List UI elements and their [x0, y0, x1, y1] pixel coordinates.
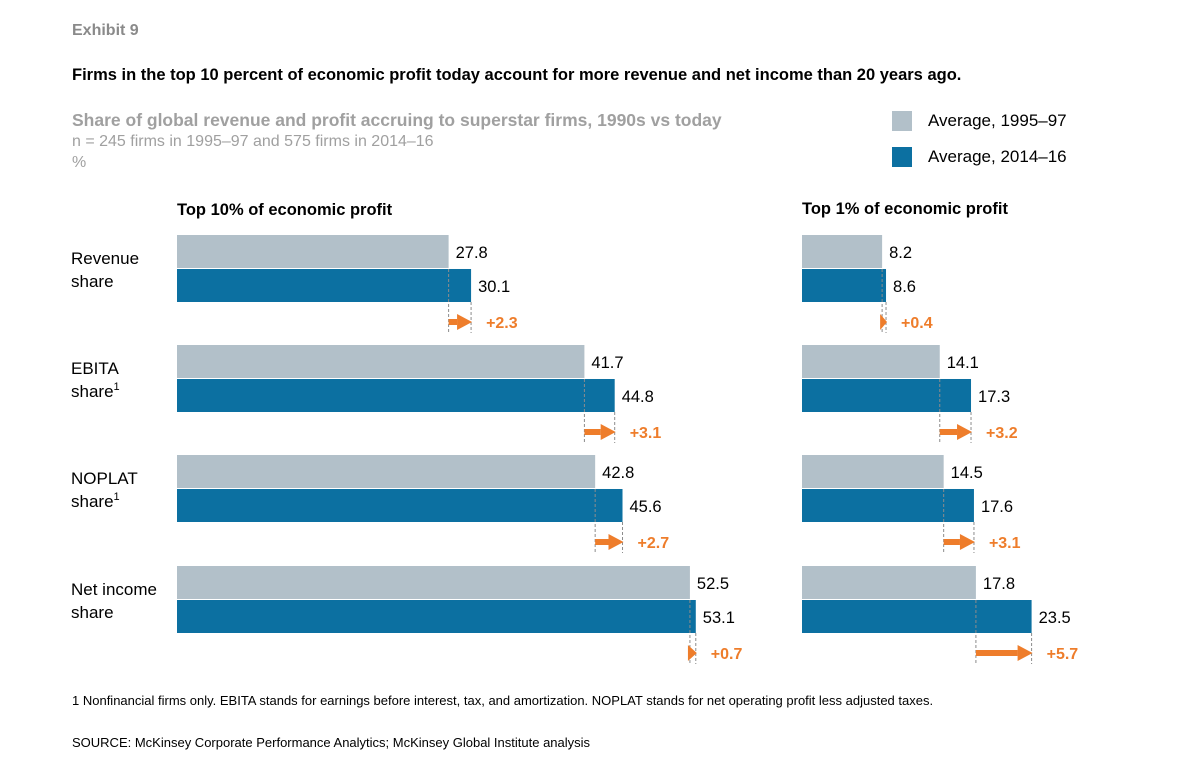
top10-change-label-3: +0.7 [711, 646, 743, 663]
top1-value-label-1995-0: 8.2 [889, 244, 912, 262]
top1-change-label-2: +3.1 [989, 535, 1021, 552]
chart-subtitle: Share of global revenue and profit accru… [72, 110, 722, 130]
top1-value-label-1995-1: 14.1 [947, 354, 979, 372]
top1-bar-2014-2 [802, 489, 974, 522]
category-label-1-line1: share1 [71, 381, 120, 401]
legend-item-1995: Average, 1995–97 [892, 110, 1067, 132]
top10-bar-2014-2 [177, 489, 623, 522]
legend-label-2014: Average, 2014–16 [928, 147, 1067, 166]
category-label-2-line0: NOPLAT [71, 469, 138, 488]
top1-change-arrow-head-0 [880, 314, 888, 330]
top10-value-label-1995-2: 42.8 [602, 464, 634, 482]
top10-panel-title: Top 10% of economic profit [177, 201, 393, 219]
category-label-3-line0: Net income [71, 580, 157, 599]
top1-value-label-2014-0: 8.6 [893, 278, 916, 296]
category-label-2-line1: share1 [71, 491, 120, 511]
footnote-marker: 1 [114, 491, 120, 503]
top1-value-label-2014-3: 23.5 [1039, 609, 1071, 627]
unit-note: % [72, 154, 87, 171]
top1-bar-1995-1 [802, 345, 940, 378]
top1-change-arrow-shaft-2 [943, 539, 960, 545]
legend-label-1995: Average, 1995–97 [928, 111, 1067, 130]
legend-swatch-2014 [892, 147, 912, 167]
top10-change-label-1: +3.1 [630, 425, 662, 442]
exhibit-label: Exhibit 9 [72, 22, 139, 39]
top1-bar-2014-3 [802, 600, 1032, 633]
top1-value-label-1995-3: 17.8 [983, 575, 1015, 593]
top10-value-label-2014-0: 30.1 [478, 278, 510, 296]
top1-change-arrow-head-2 [959, 534, 975, 550]
top10-change-arrow-shaft-1 [584, 429, 601, 435]
source-note: SOURCE: McKinsey Corporate Performance A… [72, 735, 591, 750]
top10-value-label-2014-3: 53.1 [703, 609, 735, 627]
top1-bar-1995-0 [802, 235, 883, 268]
top10-bar-2014-1 [177, 379, 615, 412]
top10-bar-1995-0 [177, 235, 449, 268]
top10-value-label-1995-3: 52.5 [697, 575, 729, 593]
top1-panel-title: Top 1% of economic profit [802, 200, 1008, 218]
top1-value-label-2014-1: 17.3 [978, 388, 1010, 406]
top10-change-arrow-shaft-0 [448, 319, 458, 325]
top1-change-label-0: +0.4 [901, 315, 933, 332]
top1-change-arrow-shaft-1 [939, 429, 958, 435]
top1-bar-2014-1 [802, 379, 972, 412]
top10-change-label-0: +2.3 [486, 315, 518, 332]
page-title: Firms in the top 10 percent of economic … [72, 66, 962, 84]
top1-bar-2014-0 [802, 269, 887, 302]
category-label-3-line1: share [71, 603, 114, 622]
top1-change-label-1: +3.2 [986, 425, 1018, 442]
top10-value-label-2014-2: 45.6 [630, 498, 662, 516]
top1-change-arrow-head-1 [957, 424, 973, 440]
top10-value-label-2014-1: 44.8 [622, 388, 654, 406]
top10-change-label-2: +2.7 [638, 535, 670, 552]
top10-change-arrow-head-1 [600, 424, 616, 440]
top1-value-label-2014-2: 17.6 [981, 498, 1013, 516]
top10-value-label-1995-1: 41.7 [591, 354, 623, 372]
top10-bar-1995-2 [177, 455, 596, 488]
sample-size-note: n = 245 firms in 1995–97 and 575 firms i… [72, 133, 434, 150]
category-label-0-line1: share [71, 272, 114, 291]
top1-change-arrow-shaft-3 [975, 650, 1018, 656]
top10-bar-2014-0 [177, 269, 472, 302]
top1-bar-1995-3 [802, 566, 976, 599]
top10-bar-1995-1 [177, 345, 585, 378]
top10-bar-2014-3 [177, 600, 696, 633]
category-label-1-line0: EBITA [71, 359, 120, 378]
top1-change-label-3: +5.7 [1047, 646, 1079, 663]
footnote: 1 Nonfinancial firms only. EBITA stands … [72, 693, 934, 708]
legend-item-2014: Average, 2014–16 [892, 146, 1067, 168]
top10-change-arrow-shaft-2 [595, 539, 609, 545]
top10-bar-1995-3 [177, 566, 690, 599]
top10-value-label-1995-0: 27.8 [456, 244, 488, 262]
top10-change-arrow-head-2 [608, 534, 624, 550]
top1-change-arrow-head-3 [1017, 645, 1033, 661]
legend-swatch-1995 [892, 111, 912, 131]
top10-change-arrow-head-0 [457, 314, 473, 330]
top10-change-arrow-head-3 [687, 645, 697, 661]
footnote-marker: 1 [114, 381, 120, 393]
top1-bar-1995-2 [802, 455, 944, 488]
category-label-0-line0: Revenue [71, 249, 139, 268]
top1-value-label-1995-2: 14.5 [951, 464, 983, 482]
